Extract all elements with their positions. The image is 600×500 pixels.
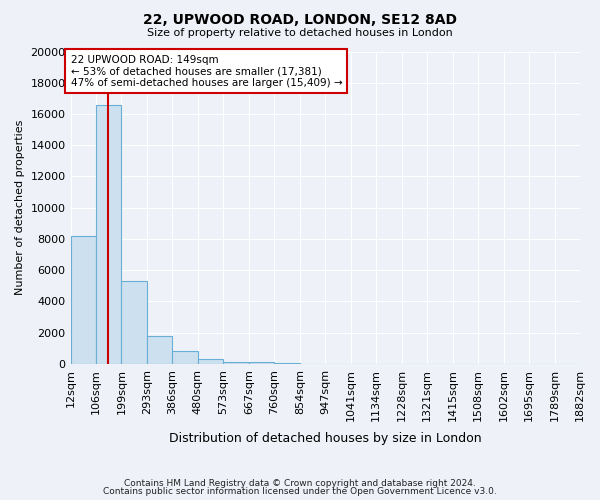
Bar [249,362,274,364]
Bar [172,352,198,364]
X-axis label: Distribution of detached houses by size in London: Distribution of detached houses by size … [169,432,482,445]
Bar [274,362,300,364]
Text: 22 UPWOOD ROAD: 149sqm
← 53% of detached houses are smaller (17,381)
47% of semi: 22 UPWOOD ROAD: 149sqm ← 53% of detached… [71,54,342,88]
Text: Contains public sector information licensed under the Open Government Licence v3: Contains public sector information licen… [103,487,497,496]
Bar [96,104,121,364]
Bar [198,359,223,364]
Bar [223,362,249,364]
Text: 22, UPWOOD ROAD, LONDON, SE12 8AD: 22, UPWOOD ROAD, LONDON, SE12 8AD [143,12,457,26]
Text: Contains HM Land Registry data © Crown copyright and database right 2024.: Contains HM Land Registry data © Crown c… [124,478,476,488]
Bar [147,336,172,364]
Text: Size of property relative to detached houses in London: Size of property relative to detached ho… [147,28,453,38]
Bar [71,236,96,364]
Y-axis label: Number of detached properties: Number of detached properties [15,120,25,296]
Bar [121,281,147,364]
